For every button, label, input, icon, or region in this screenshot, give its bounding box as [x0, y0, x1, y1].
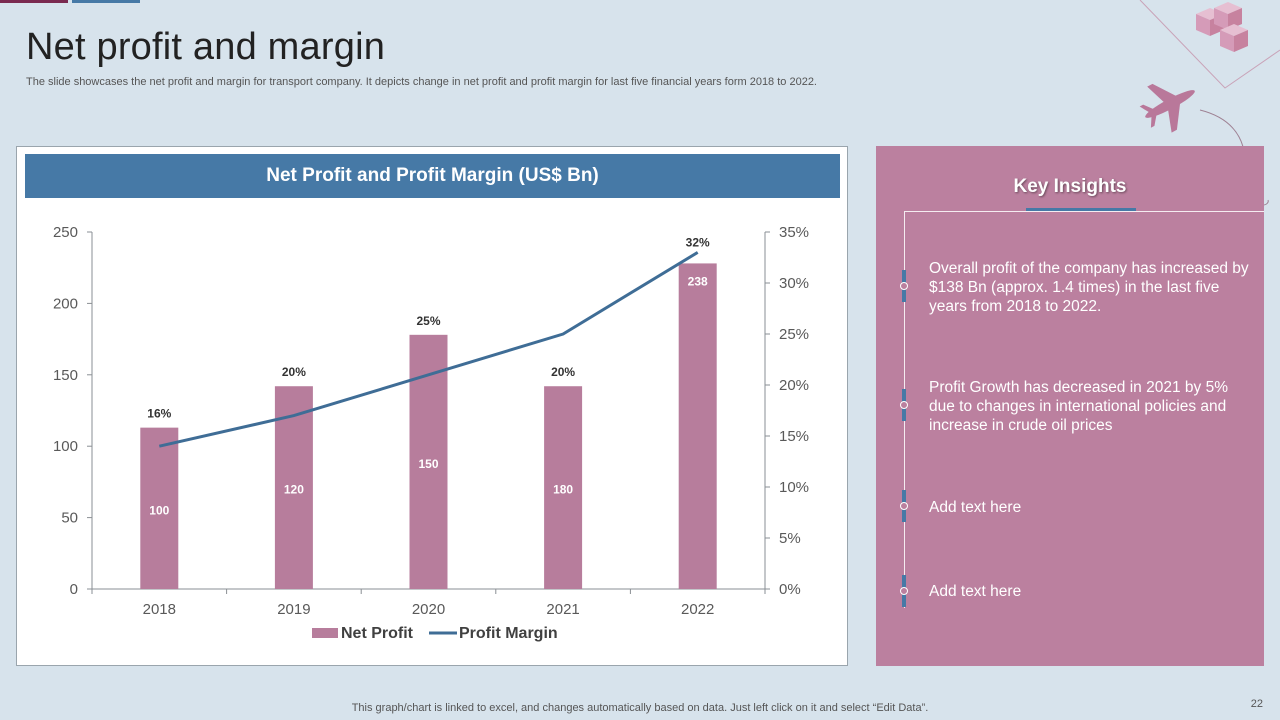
x-tick-label: 2019	[277, 601, 310, 618]
footer-note: This graph/chart is linked to excel, and…	[351, 702, 929, 714]
bar-net-profit	[274, 386, 313, 589]
bar-data-label: 238	[688, 274, 708, 288]
insights-divider	[904, 211, 1264, 212]
heading-underline	[1026, 208, 1136, 211]
bar-net-profit	[544, 386, 583, 589]
insight-item-1: Overall profit of the company has increa…	[929, 260, 1249, 315]
page-subtitle: The slide showcases the net profit and m…	[26, 76, 817, 88]
key-insights-panel: Key Insights Overall profit of the compa…	[876, 146, 1264, 666]
key-insights-heading: Key Insights	[1013, 176, 1127, 197]
margin-data-label: 20%	[551, 365, 575, 379]
chart-container: Net Profit and Profit Margin (US$ Bn) 0 5…	[16, 146, 848, 666]
insight-marker	[900, 389, 908, 421]
x-tick-label: 2022	[681, 601, 714, 618]
bar-data-label: 150	[418, 457, 438, 471]
insight-item-4: Add text here	[929, 583, 1022, 600]
chart-title: Net Profit and Profit Margin (US$ Bn)	[25, 154, 840, 198]
top-accent-maroon	[0, 0, 68, 3]
insight-marker	[900, 270, 908, 302]
bar-data-label: 100	[149, 503, 169, 517]
boxes-icon	[1196, 2, 1248, 52]
insight-item-2: Profit Growth has decreased in 2021 by 5…	[929, 379, 1228, 434]
margin-data-label: 25%	[416, 314, 440, 328]
legend-swatch-net-profit	[312, 628, 338, 638]
margin-data-label: 20%	[282, 365, 306, 379]
page-number: 22	[1250, 698, 1263, 710]
y-tick-label-left: 150	[53, 367, 78, 384]
line-profit-margin	[158, 251, 699, 448]
y-tick-label-left: 200	[53, 295, 78, 312]
page-title: Net profit and margin	[26, 26, 386, 68]
top-accent-blue	[72, 0, 140, 3]
insight-marker	[900, 575, 908, 607]
y-tick-label-right: 15%	[779, 428, 809, 445]
y-tick-label-left: 250	[53, 224, 78, 241]
margin-data-label: 16%	[147, 407, 171, 421]
x-tick-label: 2018	[143, 601, 176, 618]
insight-marker	[900, 490, 908, 522]
y-tick-label-right: 5%	[779, 530, 801, 547]
y-tick-label-left: 0	[70, 581, 78, 598]
y-tick-label-right: 30%	[779, 275, 809, 292]
legend-label-net-profit: Net Profit	[341, 625, 414, 642]
y-tick-label-left: 50	[61, 510, 78, 527]
y-tick-label-right: 25%	[779, 326, 809, 343]
bar-data-label: 120	[284, 483, 304, 497]
insight-item-3: Add text here	[929, 499, 1022, 516]
legend-label-profit-margin: Profit Margin	[459, 625, 558, 642]
combo-chart: 0 50 100 150 200 250 0% 5% 10% 15% 20% 25% 30% 35% 201…	[53, 224, 809, 642]
y-tick-label-right: 35%	[779, 224, 809, 241]
y-tick-label-right: 10%	[779, 479, 809, 496]
airplane-icon	[1139, 83, 1195, 133]
margin-data-label: 32%	[686, 235, 710, 249]
bar-net-profit	[140, 427, 179, 589]
y-tick-label-left: 100	[53, 438, 78, 455]
x-tick-label: 2021	[546, 601, 579, 618]
x-tick-label: 2020	[412, 601, 445, 618]
y-tick-label-right: 0%	[779, 581, 801, 598]
y-tick-label-right: 20%	[779, 377, 809, 394]
bar-net-profit	[678, 263, 717, 589]
bar-data-label: 180	[553, 483, 573, 497]
